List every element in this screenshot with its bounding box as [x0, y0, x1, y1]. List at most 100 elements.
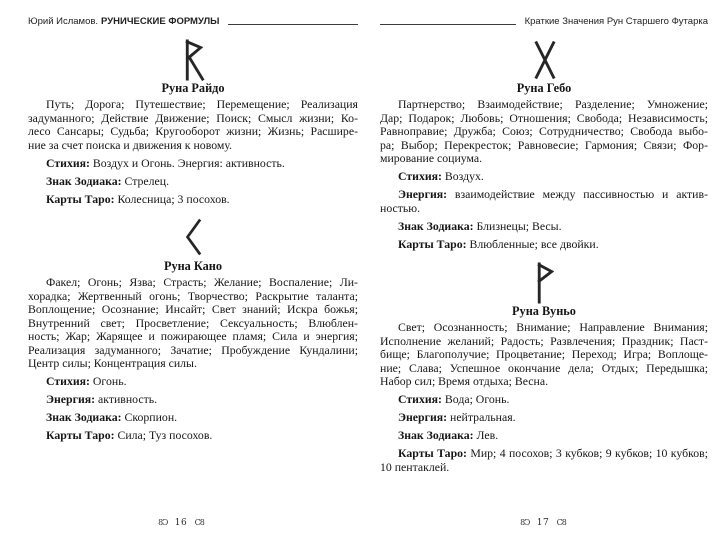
rune-attribute: Энергия: нейтральная. [380, 410, 708, 425]
text-line: Энергия: активность. [46, 392, 158, 406]
right-page-content: Руна Гебо Партнерство; Взаимодействие; Ра… [380, 39, 708, 474]
rune-attribute: Карты Таро: Колесница; 3 посохов. [28, 191, 358, 207]
rune-keywords: Путь; Дорога; Путешествие; Перемещение; … [28, 97, 358, 152]
text-line: ра; Выбор; Перекресток; Равновесие; Гарм… [380, 137, 708, 152]
text-line: Энергия: нейтральная. [398, 410, 516, 424]
text-line: Знак Зодиака: Стрелец. [46, 173, 170, 188]
text-line: ностью. [380, 200, 421, 215]
text-line: Карты Таро: Колесница; 3 посохов. [46, 191, 230, 206]
text-line: ние за счет поиска и движения к новому. [28, 137, 232, 152]
attribute-label: Стихия: [46, 374, 90, 388]
rune-attribute: Карты Таро: Сила; Туз посохов. [28, 428, 358, 443]
rune-kano-icon [28, 217, 358, 257]
right-page: Краткие Значения Рун Старшего Футарка Ру… [362, 0, 724, 540]
rune-attribute: Стихия: Огонь. [28, 374, 358, 389]
attribute-label: Знак Зодиака: [46, 173, 122, 188]
rune-section-wunjo: Руна Вуньо Свет; Осознанность; Внимание; … [380, 262, 708, 474]
text-line: Стихия: Вода; Огонь. [398, 392, 510, 406]
rune-keywords: Свет; Осознанность; Внимание; Направлени… [380, 320, 708, 389]
text-line: Воплощение; Осознание; Инсайт; Свет знан… [28, 302, 358, 316]
rune-section-raido: Руна Райдо Путь; Дорога; Путешествие; Пер… [28, 39, 358, 206]
footer-ornament-icon: 8Ͻ [520, 518, 530, 527]
text-line: Знак Зодиака: Лев. [398, 428, 499, 442]
text-line: бище; Благополучие; Процветание; Переход… [380, 347, 708, 361]
footer-ornament-icon: Ϲ8 [194, 518, 205, 527]
rune-attribute: Знак Зодиака: Близнецы; Весы. [380, 219, 708, 234]
running-head-chapter-title: Краткие Значения Рун Старшего Футарка [524, 16, 708, 27]
rune-gebo-icon [380, 39, 708, 80]
rune-attribute: Стихия: Воздух и Огонь. Энергия: активно… [28, 155, 358, 171]
rune-title: Руна Райдо [161, 81, 225, 95]
text-line: Набор сил; Время отдыха; Весна. [380, 374, 549, 388]
left-page-content: Руна Райдо Путь; Дорога; Путешествие; Пер… [28, 39, 358, 443]
text-line: задуманного; Действие Движение; Поиск; С… [28, 110, 358, 125]
text-line: Равноправие; Дружба; Союз; Сотрудничеств… [380, 124, 708, 138]
text-line: Центр силы; Концентрация силы. [28, 356, 197, 370]
left-page: Юрий Исламов. РУНИЧЕСКИЕ ФОРМУЛЫ Руна Ра… [0, 16, 362, 528]
running-head-book-title: РУНИЧЕСКИЕ ФОРМУЛЫ [101, 16, 220, 27]
text-line: Карты Таро: Мир; 4 посохов; 3 кубков; 9 … [398, 446, 708, 460]
rune-section-gebo: Руна Гебо Партнерство; Взаимодействие; Ра… [380, 39, 708, 251]
text-line: хорадка; Жертвенный огонь; Творчество; Р… [28, 288, 358, 303]
attribute-label: Знак Зодиака: [398, 428, 474, 442]
text-line: ность; Жар; Жарящее и пожирающее пламя; … [28, 329, 358, 343]
rune-attribute: Знак Зодиака: Скорпион. [28, 410, 358, 425]
text-line: Стихия: Воздух. [398, 169, 484, 183]
page-number: 16 [174, 518, 188, 528]
text-line: Карты Таро: Влюбленные; все двойки. [398, 236, 599, 251]
rune-wunjo-icon [380, 262, 708, 304]
right-running-head: Краткие Значения Рун Старшего Футарка [380, 16, 708, 28]
left-page-footer: 8Ͻ 16 Ϲ8 [0, 518, 362, 528]
text-line: Реализация задуманного; Зачатие; Пробужд… [28, 342, 358, 357]
attribute-label: Стихия: [398, 169, 442, 183]
text-line: 10 пентаклей. [380, 459, 450, 474]
rune-title: Руна Вуньо [512, 304, 576, 318]
text-line: Свет; Осознанность; Внимание; Направлени… [398, 320, 708, 334]
attribute-label: Стихия: [398, 392, 442, 406]
rune-attribute: Энергия: взаимодействие между пассивност… [380, 187, 708, 215]
text-line: Энергия: взаимодействие между пассивност… [398, 187, 708, 201]
text-line: Стихия: Огонь. [46, 374, 127, 388]
rune-raido-icon [28, 39, 358, 81]
attribute-label: Стихия: [46, 155, 90, 170]
text-line: лесо Сансары; Судьба; Кругооборот жизни;… [28, 124, 358, 138]
rune-keywords: Партнерство; Взаимодействие; Разделение;… [380, 97, 708, 166]
text-line: Карты Таро: Сила; Туз посохов. [46, 428, 213, 442]
text-line: ние; Слава; Успешное окончание дела; Отд… [380, 360, 708, 375]
header-rule [228, 24, 358, 25]
right-page-footer: 8Ͻ 17 Ϲ8 [362, 518, 724, 528]
attribute-label: Карты Таро: [398, 446, 467, 460]
rune-keywords: Факел; Огонь; Язва; Страсть; Желание; Во… [28, 275, 358, 371]
running-head-author: Юрий Исламов. [28, 16, 99, 27]
rune-attribute: Карты Таро: Влюбленные; все двойки. [380, 236, 708, 252]
attribute-label: Карты Таро: [398, 236, 467, 251]
text-line: Партнерство; Взаимодействие; Разделение;… [398, 97, 708, 111]
rune-attribute: Знак Зодиака: Лев. [380, 428, 708, 443]
text-line: Путь; Дорога; Путешествие; Перемещение; … [46, 97, 358, 111]
rune-attribute: Карты Таро: Мир; 4 посохов; 3 кубков; 9 … [380, 446, 708, 474]
text-line: Дар; Подарок; Любовь; Отношения; Свобода… [380, 110, 708, 125]
attribute-label: Карты Таро: [46, 191, 115, 206]
attribute-label: Знак Зодиака: [46, 410, 122, 424]
text-line: Знак Зодиака: Скорпион. [46, 410, 178, 424]
footer-ornament-icon: 8Ͻ [158, 518, 168, 527]
rune-section-kano: Руна Кано Факел; Огонь; Язва; Страсть; Же… [28, 217, 358, 443]
header-rule [380, 24, 516, 25]
text-line: Факел; Огонь; Язва; Страсть; Желание; Во… [46, 275, 358, 289]
text-line: Внутренний свет; Просветление; Сексуальн… [28, 315, 358, 330]
attribute-label: Энергия: [46, 392, 96, 406]
left-running-head: Юрий Исламов. РУНИЧЕСКИЕ ФОРМУЛЫ [28, 16, 358, 28]
page-number: 17 [536, 518, 550, 528]
rune-attribute: Стихия: Вода; Огонь. [380, 392, 708, 407]
attribute-label: Энергия: [398, 410, 448, 424]
rune-attribute: Знак Зодиака: Стрелец. [28, 173, 358, 189]
text-line: мирование социума. [380, 151, 483, 165]
rune-title: Руна Гебо [516, 81, 572, 95]
text-line: Исполнение желаний; Радость; Развлечения… [380, 333, 708, 348]
rune-title: Руна Кано [163, 259, 223, 273]
attribute-label: Энергия: [398, 187, 448, 201]
footer-ornament-icon: Ϲ8 [556, 518, 567, 527]
rune-attribute: Энергия: активность. [28, 392, 358, 407]
attribute-label: Карты Таро: [46, 428, 115, 442]
